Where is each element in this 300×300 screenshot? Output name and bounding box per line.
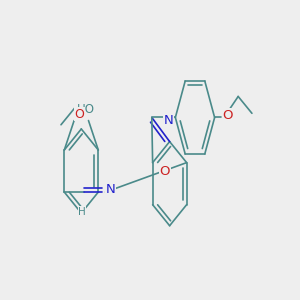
Text: O: O bbox=[160, 164, 170, 178]
Text: O: O bbox=[75, 108, 85, 121]
Text: H: H bbox=[78, 207, 86, 217]
Text: O: O bbox=[223, 109, 233, 122]
Text: N: N bbox=[106, 184, 115, 196]
Text: N: N bbox=[164, 114, 173, 127]
Text: HO: HO bbox=[77, 103, 95, 116]
